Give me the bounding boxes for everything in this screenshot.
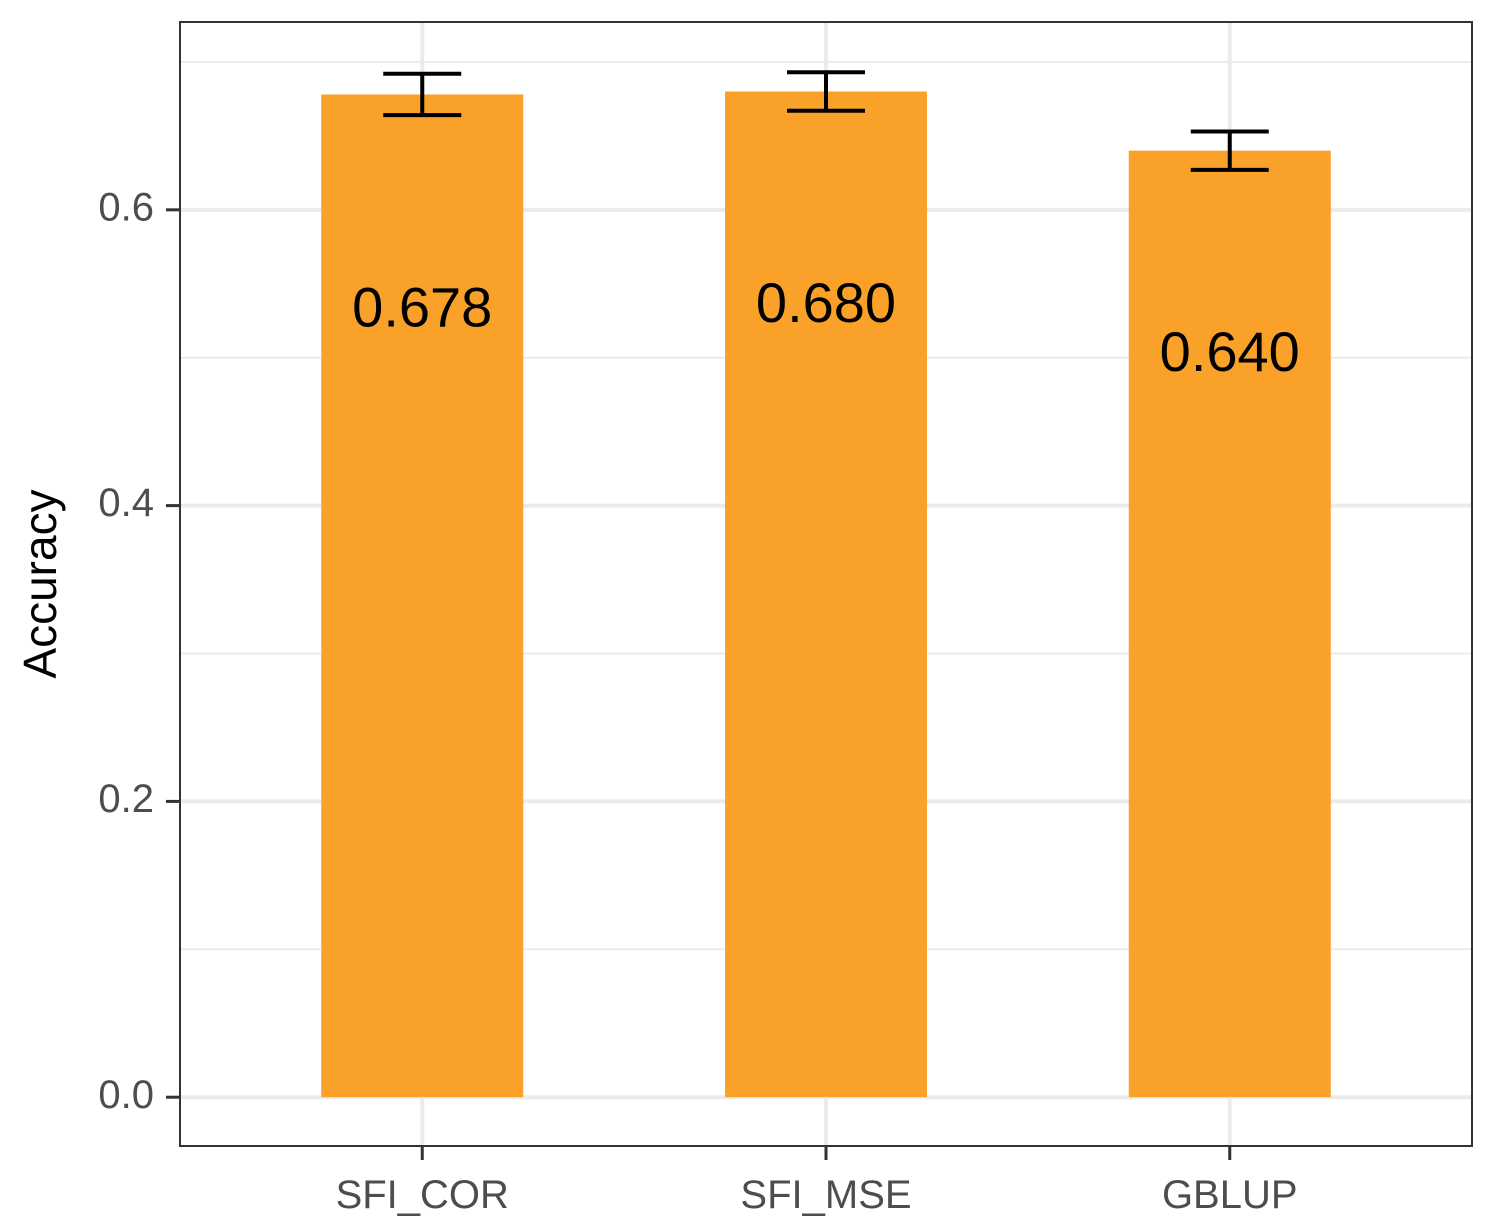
error-bar-sfi-cor — [383, 71, 462, 118]
bar-sfi-mse — [725, 91, 927, 1098]
bar-sfi-cor — [321, 94, 524, 1098]
y-tick-label-3: 0.6 — [98, 185, 154, 229]
y-tick-label-1: 0.2 — [98, 777, 154, 821]
y-tick-label-0: 0.0 — [98, 1073, 154, 1117]
error-bars — [383, 70, 1269, 172]
data-label-sfi-mse: 0.680 — [756, 271, 896, 334]
y-axis-ticks: 0.0 0.2 0.4 0.6 — [98, 185, 180, 1117]
data-label-sfi-cor: 0.678 — [352, 276, 492, 339]
error-bar-gblup — [1190, 129, 1269, 172]
x-tick-label-sfi-mse: SFI_MSE — [740, 1173, 911, 1217]
error-bar-sfi-mse — [787, 70, 865, 113]
y-tick-label-2: 0.4 — [98, 481, 154, 525]
data-label-gblup: 0.640 — [1160, 320, 1300, 383]
y-axis-label: Accuracy — [14, 489, 66, 678]
x-axis-ticks: SFI_COR SFI_MSE GBLUP — [336, 1146, 1298, 1217]
bars — [321, 91, 1331, 1098]
x-tick-label-gblup: GBLUP — [1162, 1173, 1298, 1217]
bar-gblup — [1128, 150, 1331, 1098]
x-tick-label-sfi-cor: SFI_COR — [336, 1173, 509, 1217]
data-labels: 0.678 0.680 0.640 — [352, 271, 1300, 383]
